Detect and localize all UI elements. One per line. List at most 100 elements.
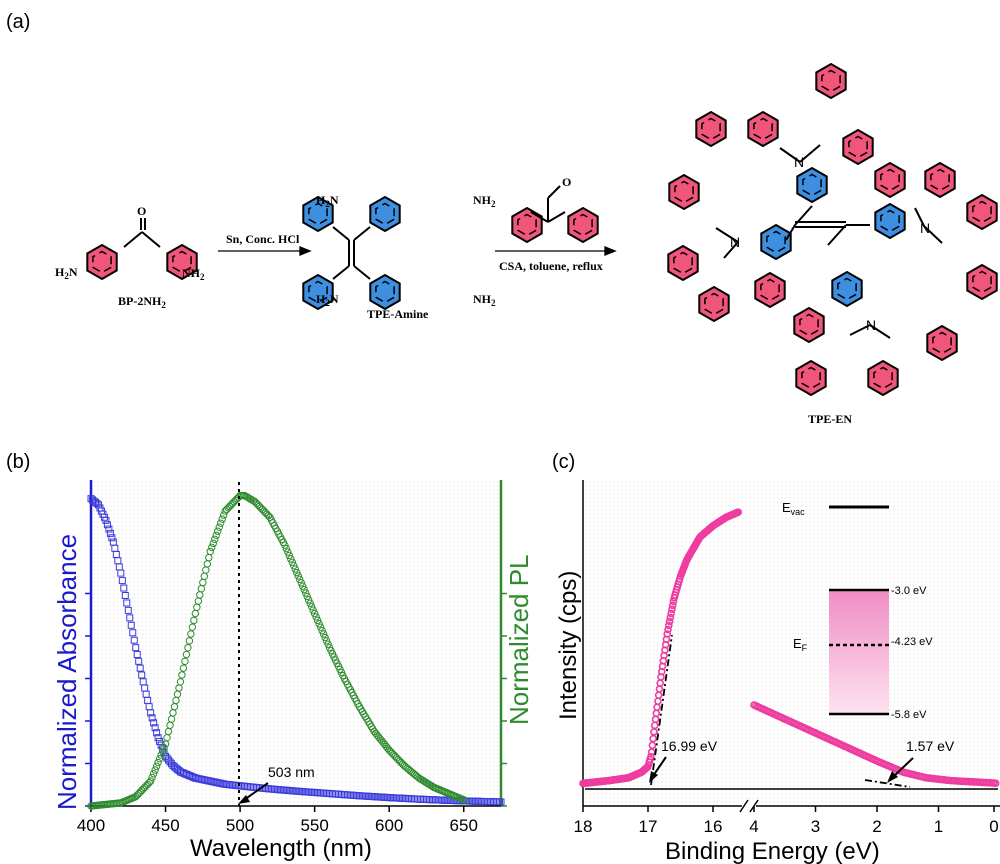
onset-label-high: 16.99 eV: [661, 738, 718, 754]
onset-arrowhead-high: [649, 771, 658, 783]
b-pl-point: [182, 650, 191, 659]
c-xtick-label-right-1: 3: [811, 817, 820, 836]
b-pl-point: [209, 539, 217, 548]
tpe-amine-ring-br: [369, 273, 401, 311]
lumo-value: -3.0 eV: [891, 585, 927, 597]
tpe-amine-ring-tr: [369, 195, 401, 233]
product-ring-15-inner: [873, 366, 893, 390]
scheme-bonds: [123, 144, 943, 339]
axis-break-mark-1: [739, 799, 749, 813]
b-pl-point: [307, 602, 316, 611]
b-pl-point: [208, 543, 216, 552]
onset-fit-high: [650, 634, 673, 786]
product-ring-16-inner: [932, 331, 952, 355]
b-pl-point: [151, 766, 159, 774]
b-xtick-label-0: 400: [77, 816, 105, 835]
tpe-amine-bl: H2N: [316, 292, 339, 308]
panel-c-ticks: 18 17 16 4 3 2 1 0: [574, 806, 999, 836]
b-abs-point: [121, 591, 129, 599]
product-ring-3-inner: [821, 69, 841, 93]
b-abs-point: [105, 525, 113, 533]
product-ring-9: [874, 161, 906, 199]
tpe-amine-ring-tr-inner: [375, 202, 395, 226]
b-abs-point: [120, 584, 128, 592]
product-n-bottom: N: [866, 317, 876, 333]
onset-arrow-low: [892, 757, 914, 778]
bp-carbonyl-o: O: [137, 204, 146, 218]
aldehyde-o: O: [562, 175, 571, 189]
product-ring-1: [695, 110, 727, 148]
b-abs-point: [124, 606, 132, 614]
product-ring-14-inner: [801, 366, 821, 390]
b-pl-point: [215, 523, 223, 531]
b-abs-point: [127, 621, 135, 629]
c-ups-point: [663, 630, 672, 638]
bp-ring-right-inner: [172, 250, 192, 274]
b-pl-point: [152, 762, 161, 770]
b-pl-point: [212, 531, 220, 539]
b-pl-point: [313, 616, 322, 625]
b-abs-point: [150, 719, 158, 727]
b-pl-point: [218, 515, 226, 523]
b-pl-point: [297, 579, 305, 587]
panel-c-plot-area: [583, 480, 1000, 806]
b-abs-point: [130, 636, 138, 644]
b-pl-point: [312, 613, 320, 621]
product-ring-7: [698, 285, 730, 323]
tpe-amine-br: NH2: [473, 292, 496, 308]
product-ring-10-inner: [930, 168, 950, 192]
b-pl-point: [301, 589, 310, 597]
panel-label-b: (b): [6, 451, 30, 473]
product-ring-8: [754, 271, 786, 309]
c-ups-point: [668, 605, 676, 614]
tpe-amine-name: TPE-Amine: [367, 307, 429, 321]
b-pl-point: [160, 743, 168, 752]
c-ups-point: [647, 748, 656, 756]
b-xtick-label-2: 500: [226, 816, 254, 835]
b-pl-point: [282, 544, 291, 553]
b-pl-point: [206, 547, 214, 556]
panel-c-series: [579, 508, 1000, 788]
panel-b-xlabel: Wavelength (nm): [190, 835, 372, 862]
b-abs-point: [117, 569, 125, 577]
panel-b-series: [87, 491, 505, 810]
aldehyde-ring-right: [567, 206, 599, 244]
arrowhead-step1: [299, 246, 312, 256]
b-pl-point: [146, 777, 155, 785]
c-ups-point: [734, 508, 743, 516]
b-abs-point: [129, 629, 137, 637]
c-ups-point: [664, 621, 673, 630]
fermi-value: -4.23 eV: [891, 636, 933, 648]
c-ups-point: [649, 734, 658, 743]
product-ring-12: [966, 263, 998, 301]
bp-name: BP-2NH2: [118, 294, 166, 310]
b-pl-point: [315, 620, 323, 628]
reaction-arrows: [218, 246, 617, 256]
b-pl-point: [293, 568, 301, 577]
b-pl-point: [318, 626, 326, 635]
product-core-ring-right-inner: [880, 209, 900, 233]
c-ups-point: [648, 741, 657, 750]
bp-right-amine: NH2: [182, 266, 205, 282]
panel-label-c: (c): [552, 451, 575, 473]
onset-label-low: 1.57 eV: [906, 738, 955, 754]
b-pl-point: [211, 535, 219, 544]
c-xtick-label-right-0: 4: [749, 817, 758, 836]
b-pl-point: [287, 555, 295, 563]
b-pl-point: [290, 561, 298, 570]
b-abs-point: [102, 516, 110, 524]
b-pl-point: [179, 664, 188, 672]
b-pl-point: [284, 548, 292, 556]
step2-reagent: CSA, toluene, reflux: [499, 259, 603, 273]
panel-label-a: (a): [6, 11, 30, 33]
c-ups-point: [665, 617, 674, 626]
bp-ring-right: [166, 243, 198, 281]
b-abs-point: [148, 714, 156, 722]
product-core-ring-bottom: [831, 270, 863, 308]
tpe-amine-ring-tl-inner: [308, 202, 328, 226]
b-pl-point: [214, 527, 222, 535]
b-pl-point: [310, 609, 319, 618]
panel-b-ylabel-left: Normalized Absorbance: [52, 534, 82, 810]
b-pl-point: [187, 630, 195, 638]
b-pl-point: [219, 511, 228, 519]
